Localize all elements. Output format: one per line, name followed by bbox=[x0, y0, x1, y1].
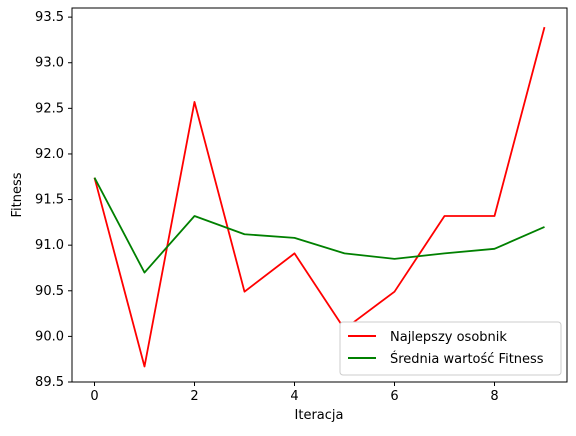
y-tick-label: 92.0 bbox=[35, 147, 64, 162]
series-line-1 bbox=[93, 26, 546, 368]
x-axis-ticks: 0 2 4 6 8 bbox=[90, 382, 499, 404]
y-tick-label: 91.0 bbox=[35, 238, 64, 253]
x-tick-label: 8 bbox=[490, 389, 498, 404]
plot-area bbox=[72, 8, 567, 382]
y-axis-label: Fitness bbox=[10, 172, 25, 217]
x-tick-label: 4 bbox=[290, 389, 298, 404]
series-line-2 bbox=[93, 177, 545, 274]
y-tick-label: 92.5 bbox=[35, 101, 64, 116]
x-tick-label: 6 bbox=[390, 389, 398, 404]
x-axis-label: Iteracja bbox=[295, 408, 344, 423]
y-tick-label: 90.0 bbox=[35, 329, 64, 344]
legend-label-series-1: Najlepszy osobnik bbox=[390, 330, 507, 345]
x-tick-label: 2 bbox=[190, 389, 198, 404]
plot-frame bbox=[71, 7, 568, 383]
y-tick-label: 93.0 bbox=[35, 56, 64, 71]
y-axis-ticks: 89.5 90.0 90.5 91.0 91.5 92.0 92.5 93.0 93.5 bbox=[35, 10, 72, 390]
series-layer bbox=[93, 26, 546, 368]
y-tick-label: 91.5 bbox=[35, 193, 64, 208]
y-tick-label: 90.5 bbox=[35, 284, 64, 299]
legend-box bbox=[339, 321, 562, 376]
y-tick-label: 89.5 bbox=[35, 375, 64, 390]
y-tick-label: 93.5 bbox=[35, 10, 64, 25]
legend-label-series-2: Średnia wartość Fitness bbox=[390, 351, 544, 367]
legend: Najlepszy osobnik Średnia wartość Fitnes… bbox=[339, 321, 562, 376]
x-tick-label: 0 bbox=[90, 389, 98, 404]
